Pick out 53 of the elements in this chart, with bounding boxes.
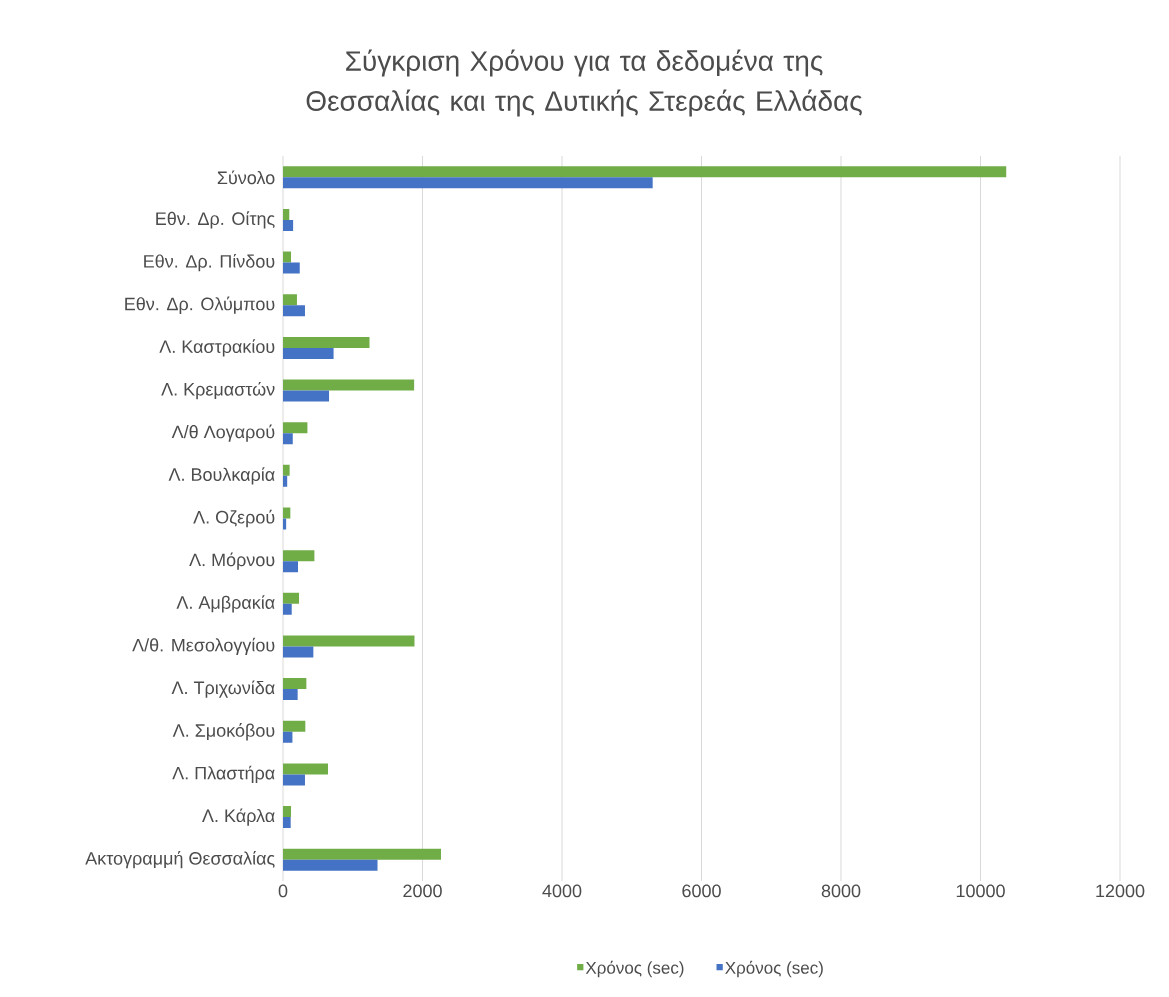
y-tick-label: Λ. Τριχωνίδα	[171, 680, 275, 698]
bar	[283, 561, 298, 573]
bar	[283, 464, 290, 476]
y-tick-label: Λ. Σμοκόβου	[172, 723, 275, 741]
x-tick-label: 12000	[1096, 884, 1145, 898]
bar	[283, 817, 291, 829]
y-tick-label: Λ/θ. Μεσολογγίου	[132, 637, 275, 656]
legend-label: Χρόνος (sec)	[585, 960, 684, 978]
bar	[283, 379, 415, 391]
bar	[283, 635, 415, 647]
bar	[283, 550, 315, 562]
bar	[283, 774, 305, 786]
bar	[283, 166, 1007, 178]
x-tick-label: 10000	[956, 884, 1005, 898]
bar	[283, 646, 314, 658]
y-tick-label: Λ. Πλαστήρα	[172, 765, 275, 784]
bar	[283, 720, 306, 732]
bar	[283, 433, 293, 445]
bar	[283, 336, 370, 348]
y-tick-label: Λ. Κρεμαστών	[161, 381, 275, 400]
x-tick-label: 8000	[821, 884, 861, 898]
y-tick-label: Εθν. Δρ. Ολύμπου	[125, 296, 275, 314]
bar	[283, 294, 297, 306]
y-tick-label: Λ. Καστρακίου	[159, 339, 275, 357]
y-tick-label: Σύνολο	[217, 170, 275, 185]
bar	[283, 689, 298, 701]
bar	[283, 678, 307, 690]
y-tick-label: Λ. Οζερού	[193, 509, 275, 528]
bar	[283, 305, 305, 317]
x-tick-label: 2000	[403, 884, 442, 898]
x-tick-label: 0	[278, 884, 288, 898]
legend-label: Χρόνος (sec)	[725, 960, 823, 978]
bar	[283, 848, 441, 860]
bar	[283, 262, 300, 274]
bar	[283, 177, 653, 189]
x-tick-label: 4000	[542, 884, 582, 898]
y-tick-label: Λ/θ Λογαρού	[171, 424, 275, 442]
bar	[283, 390, 330, 402]
y-tick-label: Λ. Κάρλα	[202, 808, 275, 826]
y-tick-label: Εθν. Δρ. Πίνδου	[144, 253, 275, 272]
bar	[283, 603, 292, 615]
bar	[283, 763, 328, 775]
bar	[283, 859, 378, 871]
y-tick-label: Λ. Αμβρακία	[176, 595, 275, 613]
chart-title: Σύγκριση Χρόνου για τα δεδομένα της Θεσσαλίας και της Δυτικής Στερεάς Ελλάδας	[306, 49, 862, 117]
bar	[283, 347, 334, 359]
y-tick-label: Λ. Βουλκαρία	[168, 467, 275, 485]
y-tick-label: Λ. Μόρνου	[189, 552, 275, 570]
y-tick-label: Εθν. Δρ. Οίτης	[156, 211, 275, 229]
bar	[283, 592, 300, 604]
y-tick-label: Ακτογραμμή Θεσσαλίας	[85, 851, 275, 869]
x-tick-label: 6000	[682, 884, 721, 898]
bar	[283, 422, 308, 434]
